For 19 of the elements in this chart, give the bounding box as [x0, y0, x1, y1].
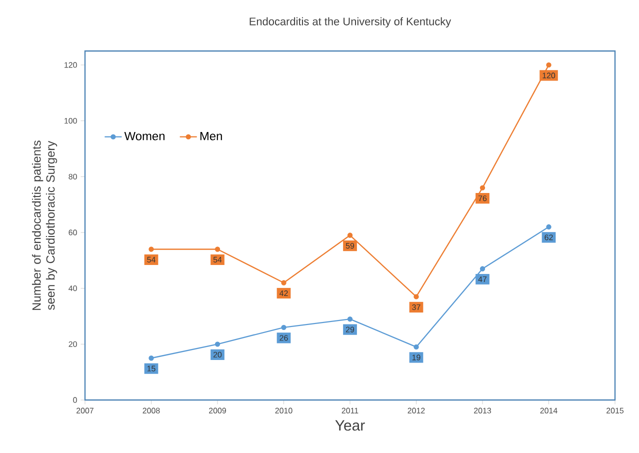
- point: [480, 185, 486, 190]
- point: [347, 232, 353, 238]
- point: [148, 356, 154, 361]
- point: [281, 324, 286, 330]
- point: [214, 342, 220, 347]
- chart-title: Endocarditis at the University of Kentucky: [250, 17, 452, 28]
- legend-label: Men: [200, 132, 222, 140]
- x-axis-title: Year: [335, 420, 365, 431]
- point: [414, 344, 419, 350]
- point: [546, 224, 552, 230]
- y-axis-title: Number of endocarditis patients seen by Cardiothoracic Surgery: [32, 140, 58, 310]
- point: [414, 294, 419, 300]
- legend-label: Women: [124, 132, 164, 140]
- point: [546, 62, 552, 68]
- point: [214, 246, 220, 252]
- point: [347, 316, 353, 322]
- point: [281, 280, 286, 286]
- point: [480, 266, 486, 272]
- point: [148, 246, 154, 252]
